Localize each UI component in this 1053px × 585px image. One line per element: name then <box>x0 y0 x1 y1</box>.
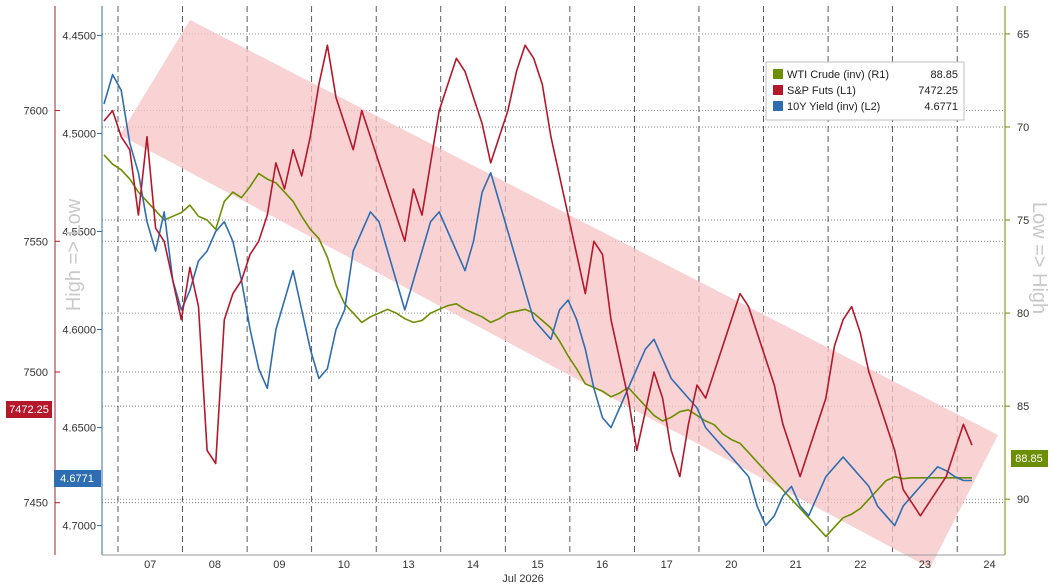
wti-last-value-tag: 88.85 <box>1011 450 1048 467</box>
sp-last-value-tag: 7472.25 <box>6 401 52 418</box>
yield-tick-label-3: 4.6000 <box>62 325 96 337</box>
yield-tick-label-4: 4.6500 <box>62 423 96 435</box>
series-line-10y-yield-inv- <box>103 73 972 527</box>
legend-value-wti: 88.85 <box>930 69 958 81</box>
x-tick-label-08: 08 <box>209 559 221 571</box>
x-tick-label-20: 20 <box>725 559 737 571</box>
x-tick-label-07: 07 <box>144 559 156 571</box>
series-layer <box>103 44 973 538</box>
series-line-wti-crude-inv- <box>103 154 972 538</box>
x-tick-label-10: 10 <box>338 559 350 571</box>
x-tick-label-23: 23 <box>919 559 931 571</box>
x-tick-label-24: 24 <box>983 559 995 571</box>
wti-tick-label-4: 85 <box>1017 401 1029 413</box>
right-side-label: Low => High <box>1028 202 1050 314</box>
x-tick-label-22: 22 <box>854 559 866 571</box>
series-line-s-p-futs <box>103 44 973 517</box>
x-axis-label: Jul 2026 <box>502 573 544 585</box>
legend-swatch-sp <box>773 85 783 95</box>
yield-last-value-text: 4.6771 <box>60 473 94 485</box>
legend-value-sp: 7472.25 <box>918 85 958 97</box>
legend-value-yield: 4.6771 <box>924 101 958 113</box>
x-tick-label-13: 13 <box>402 559 414 571</box>
x-tick-label-21: 21 <box>790 559 802 571</box>
wti-tick-label-5: 90 <box>1017 494 1029 506</box>
sp-tick-label-3: 7450 <box>24 498 48 510</box>
sp-last-value-text: 7472.25 <box>9 404 49 416</box>
legend-swatch-yield <box>773 101 783 111</box>
wti-last-value-text: 88.85 <box>1015 453 1043 465</box>
axes: 7600 7550 7500 7450 4.4500 4.5000 4.5500 4.6000… <box>24 6 1029 571</box>
downtrend-channel-band <box>120 20 998 568</box>
sp-tick-label-2: 7500 <box>24 367 48 379</box>
yield-tick-label-0: 4.4500 <box>62 30 96 42</box>
yield-last-value-tag: 4.6771 <box>54 470 101 487</box>
yield-tick-label-5: 4.7000 <box>62 521 96 533</box>
left-side-label: High => Low <box>63 198 85 311</box>
legend-label-yield: 10Y Yield (inv) (L2) <box>787 101 880 113</box>
legend-label-sp: S&P Futs (L1) <box>787 85 856 97</box>
wti-tick-label-2: 75 <box>1017 215 1029 227</box>
sp-tick-label-1: 7550 <box>24 236 48 248</box>
sp-tick-label-0: 7600 <box>24 106 48 118</box>
x-tick-label-15: 15 <box>531 559 543 571</box>
yield-tick-label-2: 4.5500 <box>62 226 96 238</box>
wti-tick-label-1: 70 <box>1017 122 1029 134</box>
wti-tick-label-0: 65 <box>1017 29 1029 41</box>
wti-tick-label-3: 80 <box>1017 308 1029 320</box>
legend-label-wti: WTI Crude (inv) (R1) <box>787 69 889 81</box>
legend-swatch-wti <box>773 69 783 79</box>
yield-tick-label-1: 4.5000 <box>62 128 96 140</box>
x-tick-label-09: 09 <box>273 559 285 571</box>
x-tick-label-14: 14 <box>467 559 479 571</box>
x-tick-label-17: 17 <box>661 559 673 571</box>
x-tick-label-16: 16 <box>596 559 608 571</box>
legend: WTI Crude (inv) (R1) 88.85 S&P Futs (L1)… <box>765 61 965 121</box>
